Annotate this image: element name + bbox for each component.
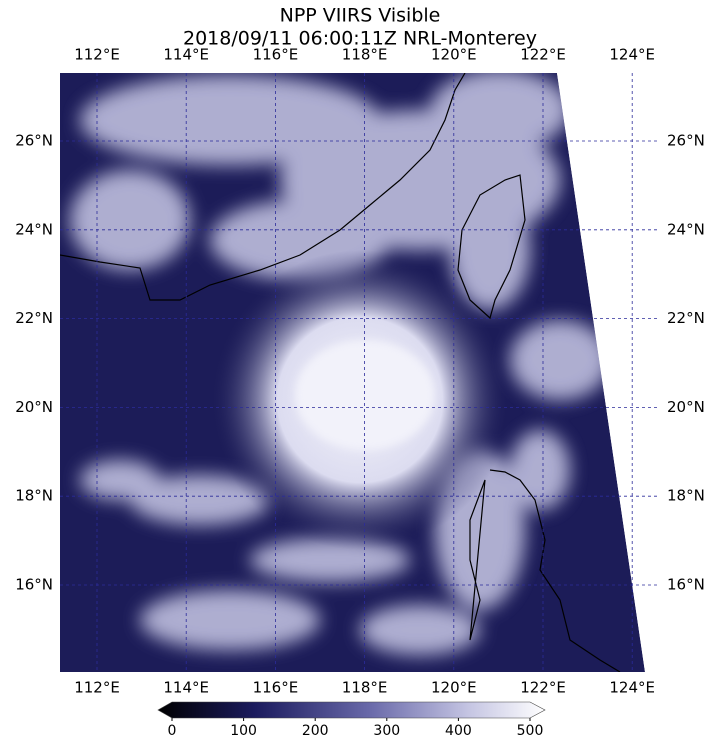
lon-label-bottom: 116°E (253, 679, 299, 697)
lat-label-right: 18°N (667, 487, 705, 505)
lon-label-top: 116°E (253, 46, 299, 64)
colorbar-tick-label: 500 (517, 723, 544, 739)
lon-label-top: 120°E (431, 46, 477, 64)
colorbar-tick-label: 200 (302, 723, 329, 739)
lon-label-top: 118°E (342, 46, 388, 64)
colorbar-tick-label: 400 (445, 723, 472, 739)
no-data-region (557, 73, 660, 672)
lon-label-bottom: 114°E (163, 679, 209, 697)
lon-label-top: 112°E (74, 46, 120, 64)
lon-label-bottom: 120°E (431, 679, 477, 697)
lat-label-left: 16°N (15, 576, 53, 594)
colorbar-tick-label: 0 (168, 723, 177, 739)
lon-label-top: 122°E (520, 46, 566, 64)
lat-label-left: 20°N (15, 398, 53, 416)
lat-label-left: 22°N (15, 309, 53, 327)
lat-label-right: 26°N (667, 132, 705, 150)
lon-label-bottom: 112°E (74, 679, 120, 697)
lat-label-right: 16°N (667, 576, 705, 594)
lon-label-top: 114°E (163, 46, 209, 64)
colorbar-tick-label: 100 (230, 723, 257, 739)
lon-label-bottom: 122°E (520, 679, 566, 697)
lat-label-right: 20°N (667, 398, 705, 416)
lon-label-top: 124°E (609, 46, 655, 64)
lon-label-bottom: 124°E (609, 679, 655, 697)
colorbar-tick-label: 300 (373, 723, 400, 739)
title: NPP VIIRS Visible (280, 5, 441, 27)
lat-label-right: 24°N (667, 220, 705, 238)
lon-label-bottom: 118°E (342, 679, 388, 697)
lat-label-left: 18°N (15, 487, 53, 505)
colorbar (157, 701, 546, 719)
lat-label-left: 24°N (15, 220, 53, 238)
lat-label-left: 26°N (15, 132, 53, 150)
subtitle: 2018/09/11 06:00:11Z NRL-Monterey (183, 28, 537, 50)
satellite-image (60, 73, 645, 672)
lat-label-right: 22°N (667, 309, 705, 327)
graticule (60, 73, 660, 672)
